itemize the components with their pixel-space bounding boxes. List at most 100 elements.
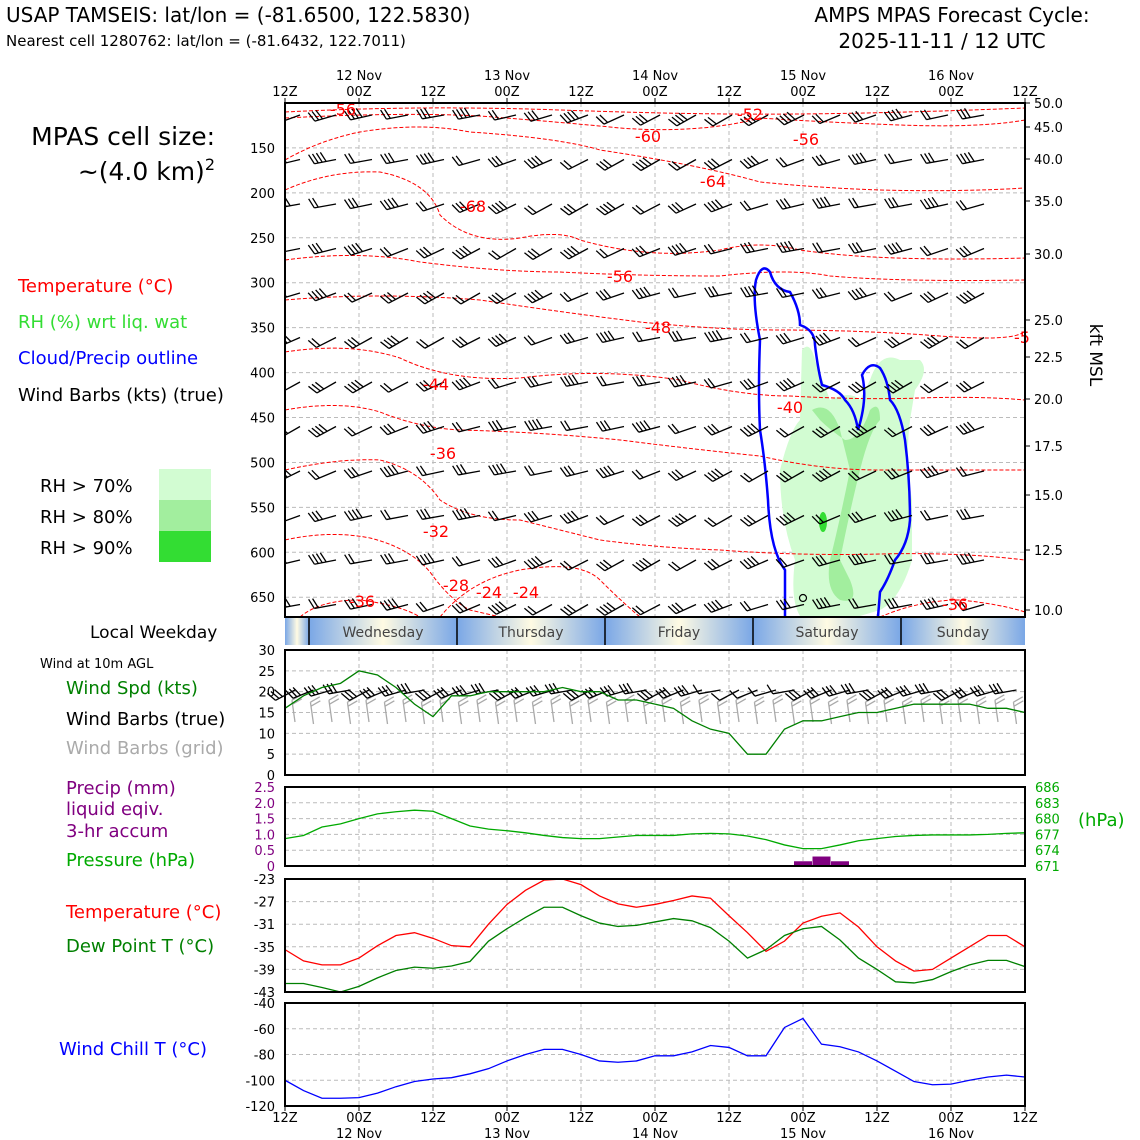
upper-wind-barb bbox=[307, 423, 337, 438]
bottom-time-label: 00Z bbox=[642, 1111, 668, 1126]
station-title: USAP TAMSEIS: lat/lon = (-81.6500, 122.5… bbox=[6, 3, 470, 27]
temperature-contour-label: -56 bbox=[330, 100, 356, 119]
precip-bar bbox=[831, 861, 849, 866]
upper-wind-barb bbox=[811, 113, 841, 125]
upper-wind-barb bbox=[812, 596, 841, 610]
upper-wind-barb bbox=[415, 465, 445, 477]
upper-wind-barb bbox=[775, 425, 805, 438]
grid-wind-barb bbox=[439, 694, 451, 723]
upper-wind-barb bbox=[523, 376, 553, 388]
cloud-outline-path bbox=[753, 267, 912, 617]
bottom-time-label: 12Z bbox=[420, 1111, 446, 1126]
panel-y-tick-label: -100 bbox=[245, 1074, 275, 1089]
top-date-label: 16 Nov bbox=[928, 69, 974, 84]
legend-barbs: Wind Barbs (kts) (true) bbox=[18, 385, 224, 406]
upper-wind-barb bbox=[955, 600, 985, 612]
upper-wind-barb bbox=[883, 291, 913, 302]
upper-wind-barb bbox=[307, 109, 337, 122]
upper-wind-barb bbox=[955, 380, 985, 393]
grid-wind-barb bbox=[901, 696, 913, 725]
upper-wind-barb bbox=[285, 196, 301, 209]
precip-label-2: liquid eqiv. bbox=[66, 799, 163, 820]
kft-tick-label: 10.0 bbox=[1034, 604, 1063, 619]
true-wind-barb bbox=[285, 687, 314, 699]
true-wind-barb bbox=[396, 682, 425, 695]
panel-y-tick-label: 0.5 bbox=[254, 844, 275, 859]
weekday-segment bbox=[309, 618, 457, 645]
wind-true-label: Wind Barbs (true) bbox=[66, 709, 225, 730]
upper-wind-barb bbox=[956, 508, 985, 521]
upper-wind-barb bbox=[285, 425, 301, 439]
upper-wind-barb bbox=[775, 287, 805, 299]
upper-wind-barb bbox=[920, 552, 949, 565]
upper-wind-barb bbox=[488, 247, 517, 260]
grid-wind-barb bbox=[328, 694, 340, 723]
upper-wind-barb bbox=[775, 598, 805, 611]
upper-wind-barb bbox=[344, 379, 373, 394]
upper-wind-barb bbox=[451, 201, 481, 214]
pressure-tick-label: 250 bbox=[250, 232, 275, 247]
grid-wind-barb bbox=[513, 694, 525, 723]
panel-y-tick-label: -39 bbox=[254, 963, 275, 978]
upper-wind-barb bbox=[956, 108, 985, 120]
grid-wind-barb bbox=[587, 694, 599, 723]
pressure-tick-label: 683 bbox=[1035, 797, 1060, 812]
upper-wind-barb bbox=[955, 290, 985, 304]
kft-tick-label: 45.0 bbox=[1034, 121, 1063, 136]
panel-y-tick-label: -27 bbox=[254, 896, 275, 911]
upper-wind-barb bbox=[451, 421, 481, 433]
upper-wind-barb bbox=[344, 336, 373, 349]
top-time-label: 00Z bbox=[494, 85, 520, 100]
panel-y-tick-label: 0 bbox=[267, 769, 275, 784]
upper-wind-barb bbox=[415, 152, 445, 165]
temperature-contour-label: -64 bbox=[700, 172, 726, 191]
temperature-contour-line bbox=[285, 126, 1025, 192]
upper-wind-barb bbox=[343, 425, 373, 437]
grid-wind-barb bbox=[846, 694, 858, 723]
kft-tick-label: 20.0 bbox=[1034, 393, 1063, 408]
upper-wind-barb bbox=[739, 155, 769, 169]
upper-wind-barb bbox=[632, 557, 661, 572]
upper-wind-barb bbox=[632, 157, 661, 172]
upper-wind-barb bbox=[703, 243, 733, 255]
temperature-contour-line bbox=[879, 599, 1025, 617]
temperature-contour-label: -36 bbox=[942, 595, 968, 614]
upper-wind-barb bbox=[379, 464, 409, 478]
upper-wind-barb bbox=[812, 196, 841, 209]
weekday-segment bbox=[285, 618, 309, 645]
upper-wind-barb bbox=[285, 288, 301, 300]
upper-wind-barb bbox=[488, 463, 517, 476]
upper-wind-barb bbox=[812, 425, 841, 439]
top-time-label: 00Z bbox=[790, 85, 816, 100]
upper-wind-barb bbox=[739, 555, 769, 570]
upper-wind-barb bbox=[559, 158, 589, 171]
upper-wind-barb bbox=[739, 378, 769, 391]
true-wind-barb bbox=[655, 687, 684, 699]
panel-y-tick-label: 1.0 bbox=[254, 828, 275, 843]
grid-wind-barb bbox=[716, 696, 728, 725]
upper-wind-barb bbox=[919, 245, 949, 257]
upper-wind-barb bbox=[955, 245, 985, 258]
panel-y-tick-label: 2.5 bbox=[254, 781, 275, 796]
grid-wind-barb bbox=[753, 696, 765, 725]
upper-wind-barb bbox=[523, 335, 553, 346]
upper-wind-barb bbox=[739, 114, 769, 127]
upper-wind-barb bbox=[487, 378, 517, 390]
bottom-time-label: 00Z bbox=[346, 1111, 372, 1126]
wind-panel-frame bbox=[284, 649, 1026, 776]
temperature-contour-line bbox=[285, 533, 501, 617]
upper-wind-barb bbox=[667, 602, 697, 615]
upper-wind-barb bbox=[344, 553, 373, 565]
cell-size-sup: 2 bbox=[205, 155, 215, 174]
upper-wind-barb bbox=[452, 464, 481, 476]
upper-wind-barb bbox=[308, 197, 337, 209]
top-time-label: 00Z bbox=[346, 85, 372, 100]
true-wind-barb bbox=[895, 684, 925, 697]
upper-wind-barb bbox=[379, 197, 409, 211]
upper-wind-barb bbox=[451, 556, 481, 567]
upper-wind-barb bbox=[919, 109, 949, 121]
upper-wind-barb bbox=[596, 375, 625, 387]
upper-wind-barb bbox=[667, 469, 697, 482]
wind-speed-label: Wind Spd (kts) bbox=[66, 678, 198, 699]
upper-wind-barb bbox=[451, 601, 481, 614]
